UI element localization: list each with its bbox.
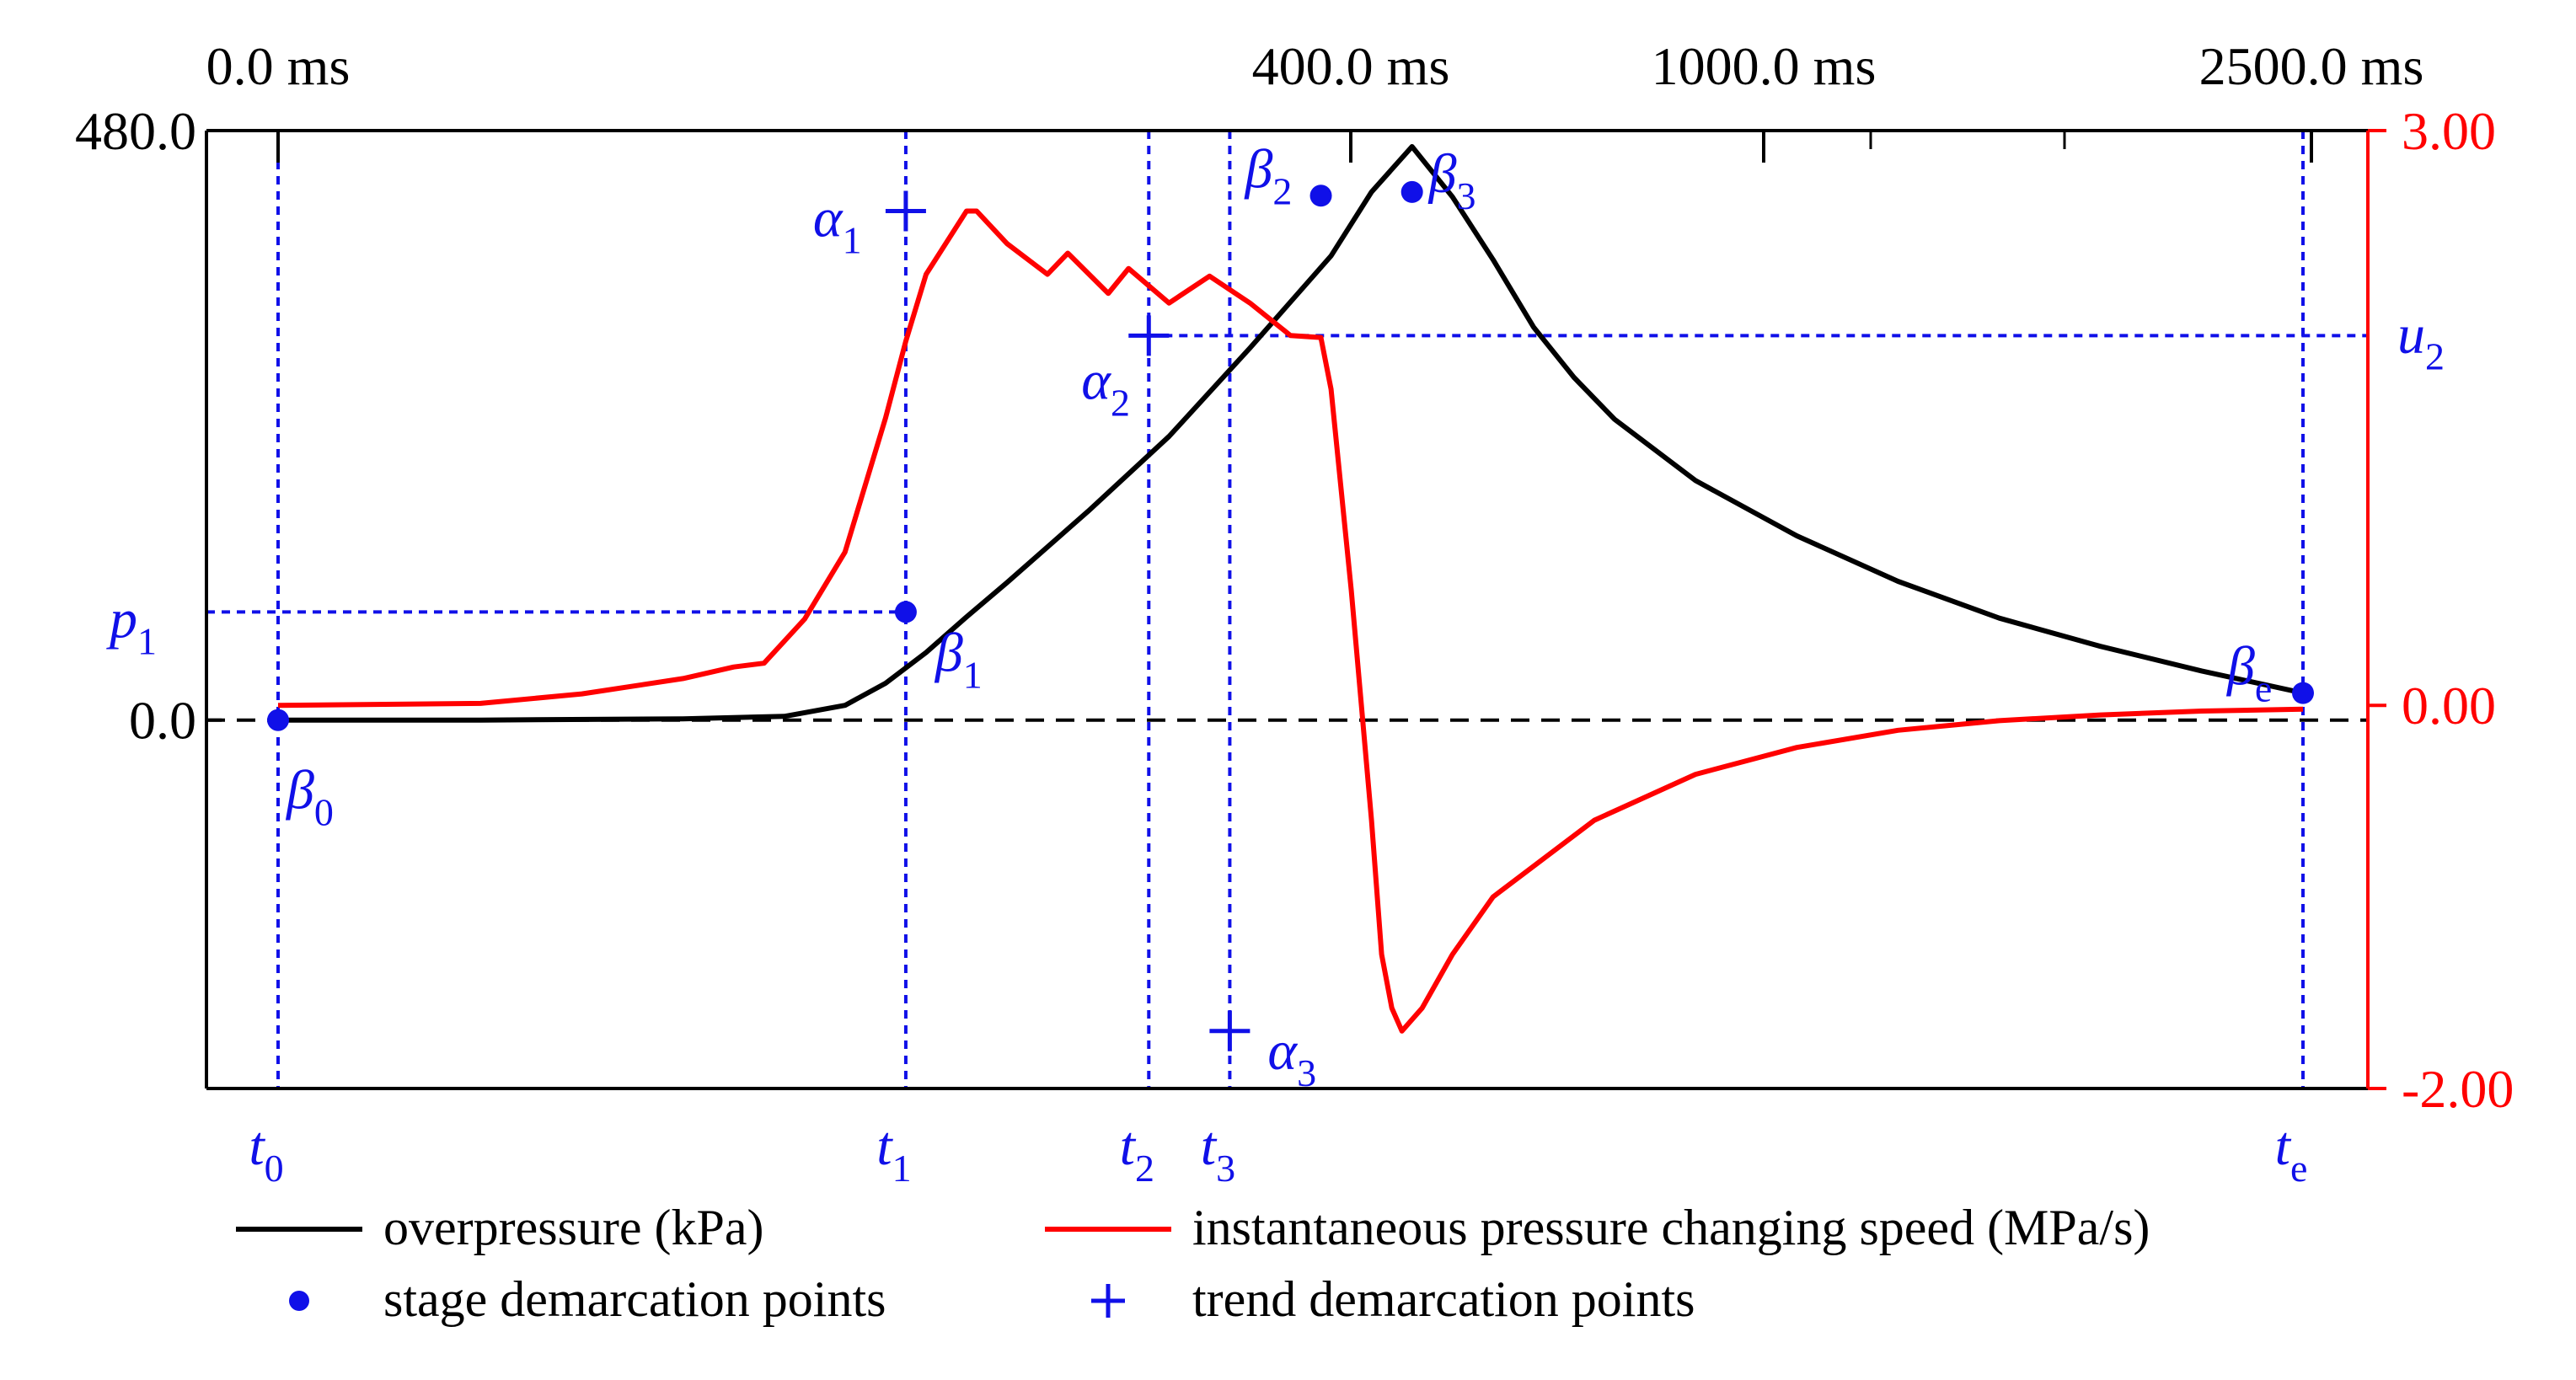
right-tick-label: 0.00 [2402,676,2496,735]
legend-label: stage demarcation points [383,1271,886,1327]
top-tick-label: 1000.0 ms [1652,36,1877,96]
trend-point-label: α3 [1267,1020,1316,1094]
trend-point-label: α1 [813,188,862,262]
grid-lines [206,131,2368,1088]
series-group [277,144,2304,1034]
stage-point-dot [1309,185,1332,207]
reference-label-u2: u2 [2397,303,2445,377]
right-tick-label: 3.00 [2402,101,2496,161]
overpressure-line [278,144,2304,723]
stage-point-label: β3 [1427,143,1476,217]
legend-label: instantaneous pressure changing speed (M… [1192,1200,2150,1255]
legend: overpressure (kPa) instantaneous pressure… [236,1200,2150,1327]
stage-point-dot [1400,180,1423,203]
left-tick-label: 480.0 [75,101,196,161]
stage-point-dot [267,709,289,731]
stage-point-label: β1 [934,622,983,696]
stage-point-label: βe [2225,636,2272,710]
legend-label: overpressure (kPa) [383,1200,764,1255]
top-tick-label: 400.0 ms [1252,36,1450,96]
legend-swatch-dot [289,1291,309,1311]
left-tick-label: 0.0 [129,691,196,751]
trend-point-label: α2 [1081,350,1130,424]
time-marker-label: t2 [1120,1115,1154,1190]
top-tick-label: 2500.0 ms [2199,36,2424,96]
annotation-labels: t0 t1 t2 t3 te p1 u2 β0 β1 β2 β3 βe α1 α2 α3 [106,138,2445,1190]
stage-point-dot [894,601,917,623]
right-tick-label: -2.00 [2402,1059,2514,1119]
stage-point-label: β2 [1244,138,1293,212]
top-tick-label: 0.0 ms [206,36,351,96]
stage-point-label: β0 [285,760,334,834]
demarcation-points [267,180,2314,1051]
axes: 480.0 0.0 3.00 0.00 -2.00 0.0 ms 400.0 ms 1000.… [75,36,2514,1119]
time-marker-label: t1 [876,1115,911,1190]
reference-label-p1: p1 [106,588,157,662]
time-marker-label: t3 [1201,1115,1235,1190]
time-marker-label: te [2275,1115,2308,1190]
time-marker-label: t0 [249,1115,283,1190]
legend-label: trend demarcation points [1192,1271,1695,1327]
pressure-speed-line [277,208,2304,1034]
stage-point-dot [2292,682,2314,704]
